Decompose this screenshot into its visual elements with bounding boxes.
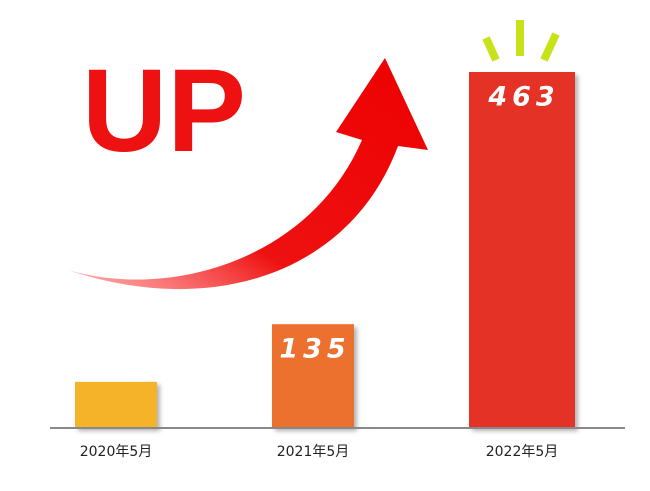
up-arrow (68, 58, 428, 290)
bar (272, 324, 354, 428)
bar (469, 72, 575, 428)
value-label: 135 (279, 334, 350, 365)
bar (75, 381, 157, 428)
value-label: 463 (487, 82, 559, 113)
annotation: UP (82, 45, 246, 177)
x-tick-label: 2020年5月 (80, 444, 153, 460)
x-tick-label: 2021年5月 (277, 444, 350, 460)
burst (482, 20, 560, 62)
x-tick-label: 2022年5月 (486, 444, 559, 460)
